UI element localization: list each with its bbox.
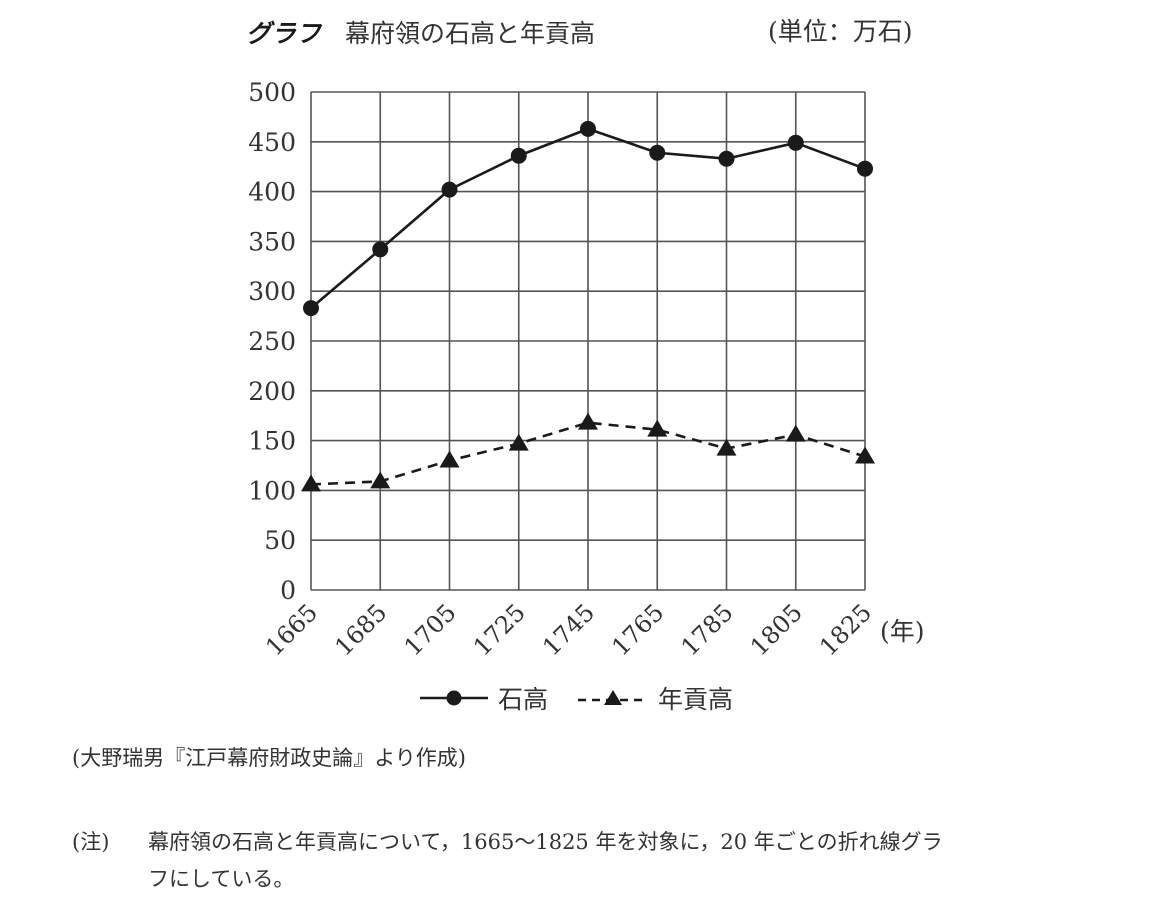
data-point-triangle <box>370 471 391 489</box>
data-point-circle <box>718 150 735 167</box>
data-point-triangle <box>716 438 737 456</box>
note-text-line2: フにしている。 <box>148 867 295 891</box>
data-point-triangle <box>301 474 321 492</box>
data-point-circle <box>580 120 596 137</box>
y-tick-label: 100 <box>248 476 296 505</box>
legend-item-nengudaka: 年貢高 <box>578 680 733 716</box>
y-tick-label: 150 <box>248 427 296 456</box>
data-point-circle <box>441 181 458 198</box>
x-tick-label: 1665 <box>260 598 323 661</box>
chart-label: グラフ <box>246 19 322 48</box>
data-point-circle <box>649 144 666 161</box>
dashed-line-triangle-icon <box>578 690 649 705</box>
chart-legend: 石高 年貢高 <box>420 680 733 716</box>
series-nengudaka <box>301 412 875 492</box>
data-point-circle <box>857 160 873 177</box>
chart-unit: (単位：万石) <box>768 17 913 46</box>
source-citation: (大野瑞男『江戸幕府財政史論』より作成) <box>72 746 466 770</box>
note-text-line1: 幕府領の石高と年貢高について，1665～1825 年を対象に，20 年ごとの折れ… <box>148 830 943 854</box>
data-point-triangle <box>785 424 806 442</box>
y-tick-label: 300 <box>248 277 296 306</box>
y-tick-label: 350 <box>248 227 296 256</box>
legend-item-kokudaka: 石高 <box>420 680 548 716</box>
x-tick-label: 1705 <box>399 598 462 661</box>
data-point-triangle <box>855 446 875 464</box>
data-point-circle <box>787 134 804 151</box>
y-tick-label: 500 <box>248 78 296 107</box>
y-tick-label: 250 <box>248 327 296 356</box>
chart-title: 幕府領の石高と年貢高 <box>345 19 596 48</box>
grid <box>310 91 866 591</box>
x-axis-labels: 1665 1685 1705 1725 1745 1765 1785 1805 1825 (年) <box>260 598 924 661</box>
y-tick-label: 450 <box>248 128 296 157</box>
data-point-triangle <box>647 419 668 437</box>
note-prefix: (注) <box>72 830 110 854</box>
x-tick-label: 1785 <box>676 598 739 661</box>
y-tick-label: 400 <box>248 178 296 207</box>
x-tick-label: 1685 <box>329 598 392 661</box>
data-point-circle <box>372 241 389 258</box>
x-axis-unit-label: (年) <box>880 617 925 646</box>
x-tick-label: 1725 <box>468 598 531 661</box>
solid-line-circle-icon <box>420 690 488 706</box>
legend-label: 石高 <box>498 685 549 714</box>
x-tick-label: 1825 <box>814 598 877 661</box>
series-kokudaka <box>303 120 873 317</box>
legend-label: 年貢高 <box>658 685 734 714</box>
y-tick-label: 50 <box>264 526 296 555</box>
x-tick-label: 1745 <box>537 598 600 661</box>
data-point-circle <box>303 300 319 317</box>
y-tick-label: 0 <box>280 576 296 605</box>
data-point-triangle <box>578 412 598 430</box>
chart-note: (注) 幕府領の石高と年貢高について，1665～1825 年を対象に，20 年ごと… <box>72 824 1152 898</box>
data-point-circle <box>510 147 527 164</box>
y-tick-label: 200 <box>248 377 296 406</box>
x-tick-label: 1765 <box>606 598 669 661</box>
x-tick-label: 1805 <box>745 598 808 661</box>
data-point-triangle <box>508 433 529 451</box>
chart-title-row: グラフ 幕府領の石高と年貢高 <box>246 14 595 50</box>
y-axis-labels: 0 50 100 150 200 250 300 350 400 450 500 <box>248 78 296 605</box>
data-point-triangle <box>439 450 460 468</box>
